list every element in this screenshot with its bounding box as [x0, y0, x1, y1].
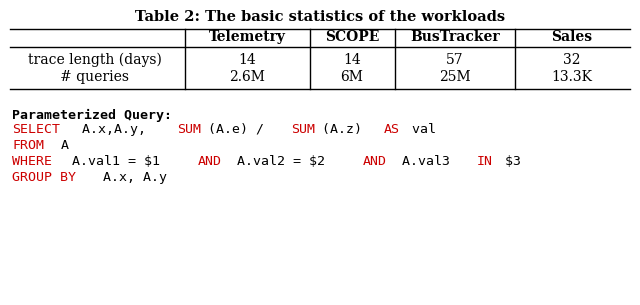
Text: 2.6M: 2.6M: [229, 70, 265, 84]
Text: # queries: # queries: [61, 70, 129, 84]
Text: AND: AND: [198, 155, 222, 168]
Text: Parameterized Query:: Parameterized Query:: [12, 109, 172, 122]
Text: A.x,A.y,: A.x,A.y,: [74, 123, 154, 136]
Text: trace length (days): trace length (days): [28, 53, 162, 67]
Text: $3: $3: [497, 155, 521, 168]
Text: A.val2 = $2: A.val2 = $2: [228, 155, 333, 168]
Text: FROM: FROM: [12, 139, 44, 152]
Text: 57: 57: [446, 53, 464, 67]
Text: 6M: 6M: [340, 70, 364, 84]
Text: (A.e) /: (A.e) /: [208, 123, 272, 136]
Text: 32: 32: [563, 53, 580, 67]
Text: GROUP BY: GROUP BY: [12, 171, 76, 184]
Text: 14: 14: [343, 53, 361, 67]
Text: SELECT: SELECT: [12, 123, 60, 136]
Text: 25M: 25M: [439, 70, 471, 84]
Text: 13.3K: 13.3K: [552, 70, 593, 84]
Text: A.x, A.y: A.x, A.y: [95, 171, 166, 184]
Text: WHERE: WHERE: [12, 155, 52, 168]
Text: BusTracker: BusTracker: [410, 30, 500, 44]
Text: SUM: SUM: [291, 123, 315, 136]
Text: val: val: [404, 123, 436, 136]
Text: A: A: [53, 139, 69, 152]
Text: A.val3: A.val3: [394, 155, 458, 168]
Text: Table 2: The basic statistics of the workloads: Table 2: The basic statistics of the wor…: [135, 10, 505, 24]
Text: Sales: Sales: [552, 30, 593, 44]
Text: SCOPE: SCOPE: [325, 30, 379, 44]
Text: IN: IN: [477, 155, 493, 168]
Text: 14: 14: [238, 53, 256, 67]
Text: A.val1 = $1: A.val1 = $1: [63, 155, 168, 168]
Text: AS: AS: [383, 123, 399, 136]
Text: AND: AND: [363, 155, 387, 168]
Text: (A.z): (A.z): [322, 123, 370, 136]
Text: Telemetry: Telemetry: [209, 30, 285, 44]
Text: SUM: SUM: [177, 123, 201, 136]
